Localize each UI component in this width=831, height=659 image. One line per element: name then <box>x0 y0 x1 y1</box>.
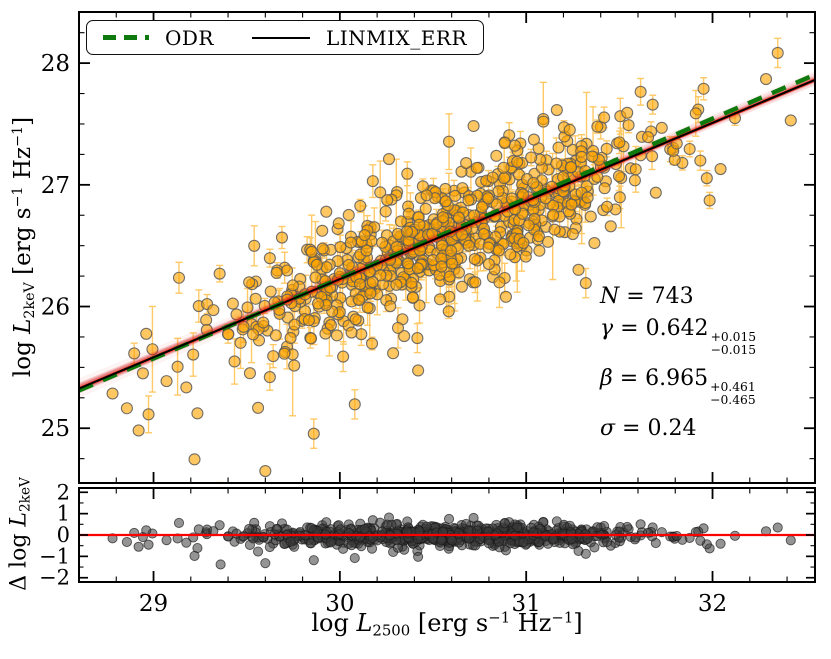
svg-text:25: 25 <box>41 416 70 442</box>
error-stack: +0.461 −0.465 <box>710 379 756 408</box>
svg-text:2: 2 <box>57 480 70 504</box>
linmix-line <box>79 78 815 390</box>
svg-text:30: 30 <box>325 591 354 617</box>
svg-text:1: 1 <box>57 502 70 526</box>
legend: ODR LINMIX_ERR <box>86 20 485 55</box>
odr-line-sample <box>103 35 149 40</box>
legend-label-odr: ODR <box>165 25 214 50</box>
sigma-annotation: σ = 0.24 <box>600 416 697 442</box>
tick-labels: 29 30 31 32 25 26 27 28 210−1−2 <box>39 51 727 617</box>
error-stack: +0.015 −0.015 <box>710 329 757 358</box>
fit-annotations: N = 743 γ = 0.642 +0.015 −0.015 β = 6.965 +0.… <box>600 286 756 450</box>
svg-text:0: 0 <box>57 523 70 547</box>
y-axis-label-main: log L2keV [erg s−1 Hz−1] <box>9 116 39 378</box>
y-axis-label-residual: Δ log L2keV <box>6 477 34 591</box>
axis-frame <box>78 11 816 583</box>
svg-text:26: 26 <box>41 295 70 321</box>
residual-panel <box>79 512 815 570</box>
residual-points <box>107 512 796 570</box>
linmix-line-sample <box>252 36 310 39</box>
n-annotation: N = 743 <box>600 284 694 309</box>
svg-text:−2: −2 <box>39 566 70 590</box>
x-axis-label: log L2500 [erg s−1 Hz−1] <box>311 608 583 640</box>
main-panel <box>79 37 815 483</box>
svg-text:−1: −1 <box>39 544 70 568</box>
gamma-annotation: γ = 0.642 +0.015 −0.015 <box>600 316 757 358</box>
legend-label-linmix: LINMIX_ERR <box>326 25 468 50</box>
svg-text:32: 32 <box>698 591 727 617</box>
svg-text:27: 27 <box>41 173 70 199</box>
svg-text:28: 28 <box>41 51 70 77</box>
svg-text:31: 31 <box>512 591 541 617</box>
svg-text:29: 29 <box>139 591 168 617</box>
beta-annotation: β = 6.965 +0.461 −0.465 <box>600 366 756 408</box>
